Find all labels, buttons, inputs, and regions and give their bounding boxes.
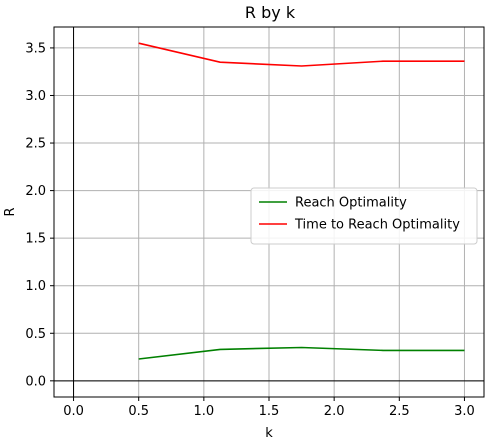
- x-tick-label: 3.0: [454, 404, 475, 419]
- series-line: [138, 42, 465, 67]
- series-line: [138, 346, 465, 360]
- y-tick-label: 1.5: [25, 232, 46, 247]
- legend-label: Time to Reach Optimality: [294, 218, 460, 233]
- x-axis-label: k: [265, 426, 273, 441]
- zero-lines: [54, 27, 484, 397]
- y-tick-label: 2.5: [25, 137, 46, 152]
- x-tick-label: 2.0: [324, 404, 345, 419]
- y-tick-label: 3.5: [25, 41, 46, 56]
- y-tick-label: 3.0: [25, 89, 46, 104]
- legend-box: [250, 187, 478, 245]
- y-tick-label: 1.0: [25, 279, 46, 294]
- x-tick-label: 1.0: [194, 404, 215, 419]
- x-tick-label: 1.5: [259, 404, 280, 419]
- y-axis-label: R: [3, 207, 18, 216]
- legend: Reach Optimality Time to Reach Optimality: [250, 187, 478, 245]
- series-layer: [138, 42, 465, 360]
- x-axis-ticks: 0.0 0.5 1.0 1.5 2.0 2.5 3.0: [63, 397, 475, 419]
- chart-title: R by k: [245, 3, 296, 22]
- y-tick-label: 2.0: [25, 184, 46, 199]
- x-tick-label: 2.5: [389, 404, 410, 419]
- x-tick-label: 0.0: [63, 404, 84, 419]
- y-axis-ticks: 0.0 0.5 1.0 1.5 2.0 2.5 3.0 3.5: [25, 41, 54, 389]
- y-tick-label: 0.0: [25, 374, 46, 389]
- x-tick-label: 0.5: [128, 404, 149, 419]
- legend-label: Reach Optimality: [295, 196, 407, 211]
- y-tick-label: 0.5: [25, 327, 46, 342]
